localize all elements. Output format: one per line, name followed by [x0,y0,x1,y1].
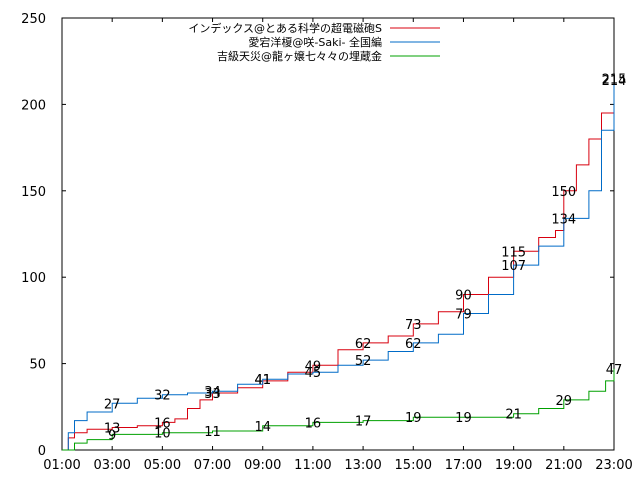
data-label-series-2: 21 [505,408,522,423]
data-label-series-2: 11 [204,425,221,440]
x-tick-label: 05:00 [144,458,181,473]
data-label-series-0: 115 [501,245,526,260]
data-label-series-2: 19 [455,411,472,426]
y-tick-label: 0 [38,444,46,459]
data-label-series-1: 107 [501,259,526,274]
y-axis: 0 50 100 150 200 250 [21,12,614,459]
data-label-series-1: 45 [305,366,322,381]
data-label-series-1: 62 [405,337,422,352]
plot-frame [61,17,615,451]
x-tick-label: 21:00 [545,458,582,473]
y-tick-label: 50 [29,358,46,373]
series-lines [62,78,615,451]
data-label-series-0: 73 [405,318,422,333]
data-label-series-1: 214 [602,74,627,89]
data-label-series-1: 32 [154,389,171,404]
series-line-2 [62,368,615,451]
x-tick-label: 07:00 [194,458,231,473]
x-tick-label: 17:00 [445,458,482,473]
x-tick-label: 23:00 [595,458,632,473]
data-label-series-0: 41 [254,373,271,388]
x-axis: 01:00 03:00 05:00 07:00 09:00 11:00 13:00 15:00… [43,18,633,473]
x-tick-label: 01:00 [43,458,80,473]
data-label-series-0: 16 [154,416,171,431]
x-tick-label: 09:00 [244,458,281,473]
data-label-series-2: 14 [254,420,271,435]
data-label-series-2: 10 [154,427,171,442]
data-label-series-1: 27 [104,397,121,412]
data-label-series-0: 215 [602,72,627,87]
y-tick-label: 150 [21,185,46,200]
data-label-series-0: 13 [104,422,121,437]
data-label-series-0: 49 [305,359,322,374]
legend-label: 吉級天災@龍ヶ嬢七々々の埋蔵金 [217,49,382,63]
y-tick-label: 200 [21,98,46,113]
data-label-series-2: 16 [305,416,322,431]
x-tick-label: 19:00 [495,458,532,473]
data-label-series-1: 134 [551,212,576,227]
y-tick-label: 250 [21,12,46,27]
data-label-series-0: 33 [204,387,221,402]
data-label-series-2: 19 [405,411,422,426]
legend-label: 愛宕洋榎@咲-Saki- 全国編 [248,35,382,49]
data-label-series-0: 90 [455,288,472,303]
data-label-series-1: 79 [455,307,472,322]
x-tick-label: 15:00 [395,458,432,473]
data-label-series-0: 62 [355,337,372,352]
data-label-series-1: 41 [254,373,271,388]
x-tick-label: 03:00 [93,458,130,473]
y-tick-label: 100 [21,271,46,286]
x-tick-label: 13:00 [344,458,381,473]
x-tick-label: 11:00 [294,458,331,473]
series-line-1 [62,80,615,451]
data-label-series-0: 150 [551,185,576,200]
data-label-series-2: 9 [108,428,116,443]
data-label-series-1: 34 [204,385,221,400]
data-label-series-2: 47 [606,363,623,378]
legend-label: インデックス@とある科学の超電磁砲S [188,21,382,35]
data-label-series-1: 52 [355,354,372,369]
series-line-0 [62,78,615,451]
data-label-series-2: 17 [355,415,372,430]
data-label-series-2: 29 [556,394,573,409]
